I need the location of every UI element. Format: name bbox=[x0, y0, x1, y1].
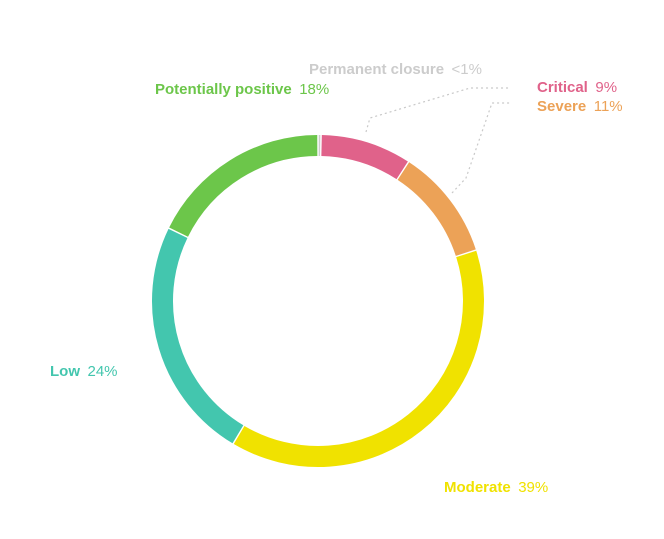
leader-line-severe bbox=[452, 103, 510, 193]
label-value-severe: 11% bbox=[586, 98, 622, 115]
leader-lines bbox=[366, 88, 510, 193]
label-value-potentially-positive: 18% bbox=[292, 81, 330, 98]
label-name-low: Low bbox=[50, 363, 80, 380]
slice-severe bbox=[403, 171, 465, 253]
label-value-moderate: 39% bbox=[511, 479, 549, 496]
label-name-critical: Critical bbox=[537, 79, 588, 96]
label-name-potentially-positive: Potentially positive bbox=[155, 81, 292, 98]
label-value-critical: 9% bbox=[588, 79, 617, 96]
leader-line-permanent-closure bbox=[366, 88, 510, 132]
slice-moderate bbox=[239, 254, 473, 457]
donut-ring bbox=[163, 146, 474, 457]
label-name-moderate: Moderate bbox=[444, 479, 511, 496]
label-critical: Critical 9% bbox=[537, 79, 617, 96]
label-value-low: 24% bbox=[80, 363, 118, 380]
label-name-permanent-closure: Permanent closure bbox=[309, 61, 444, 78]
label-value-permanent-closure: <1% bbox=[444, 61, 482, 78]
slice-critical bbox=[322, 146, 403, 171]
label-potentially-positive: Potentially positive 18% bbox=[155, 81, 329, 98]
label-moderate: Moderate 39% bbox=[444, 479, 548, 496]
label-name-severe: Severe bbox=[537, 98, 586, 115]
slice-low bbox=[163, 233, 238, 434]
label-low: Low 24% bbox=[50, 363, 118, 380]
label-permanent-closure: Permanent closure <1% bbox=[309, 61, 482, 78]
slice-potentially-positive bbox=[179, 146, 318, 233]
label-severe: Severe 11% bbox=[537, 98, 623, 115]
slice-labels: Permanent closure <1%Critical 9%Severe 1… bbox=[50, 61, 623, 496]
